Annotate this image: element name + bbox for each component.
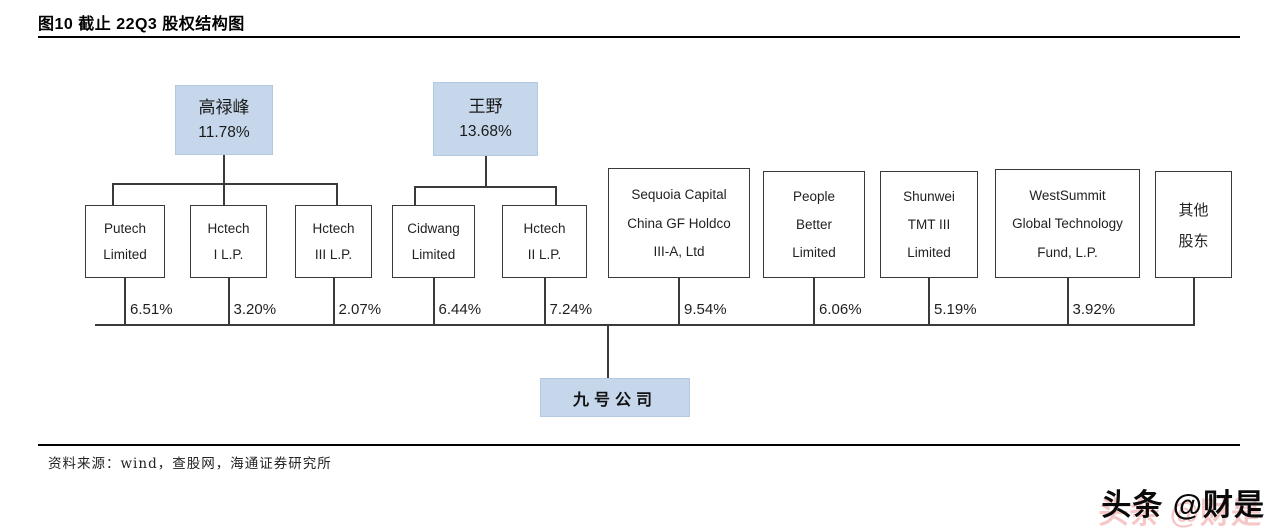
shareholder-name-line: Putech [103,221,147,236]
source-note: 资料来源：wind，查股网，海通证券研究所 [48,456,332,472]
shareholder-box: 其他 股东 [1155,171,1232,278]
shareholder-name-line: Limited [103,247,147,262]
shareholder-name-line: 股东 [1178,231,1209,250]
shareholder-name-line: 其他 [1178,200,1209,219]
connector-line [1192,278,1195,326]
figure-title: 图10 截止 22Q3 股权结构图 [38,16,245,33]
stake-label: 3.20% [233,301,277,318]
connector-line [414,186,416,205]
shareholder-box: People Better Limited [763,171,865,278]
connector-line [555,186,557,205]
connector-line [607,324,609,378]
founder-name: 王野 [468,97,503,118]
shareholder-box: WestSummit Global Technology Fund, L.P. [995,169,1140,278]
stake-label: 6.06% [819,301,862,318]
shareholder-box: Putech Limited [85,205,165,278]
stake-label: 2.07% [338,301,382,318]
shareholder-name-line: Fund, L.P. [1037,244,1098,260]
connector-line [227,278,230,326]
shareholder-name-line: Sequoia Capital [631,186,727,202]
watermark: 头条 @财是 [1101,489,1265,522]
shareholder-name-line: Limited [792,245,836,260]
shareholder-box: Hctech I L.P. [190,205,267,278]
shareholder-name-line: III-A, Ltd [653,244,705,260]
shareholder-name-line: Cidwang [407,221,460,236]
founder-stake: 11.78% [198,123,250,141]
shareholder-name-line: I L.P. [213,247,244,262]
shareholder-name-line: Shunwei [903,189,955,204]
stake-label: 6.44% [438,301,482,318]
connector-line [432,278,435,326]
stake-label: 3.92% [1072,301,1116,318]
connector-line [485,156,487,188]
founder-stake: 13.68% [459,122,512,140]
founder-name: 高禄峰 [198,98,250,119]
shareholder-name-line: III L.P. [314,247,353,262]
shareholder-name-line: People [792,189,836,204]
connector-line [332,278,335,326]
founder-box-gaolufeng: 高禄峰 11.78% [175,85,273,155]
shareholder-name-line: Limited [411,247,456,262]
connector-line [414,186,557,188]
shareholder-name-line: Better [795,217,833,232]
shareholder-box: Cidwang Limited [392,205,475,278]
connector-line [678,278,680,326]
shareholder-name-line: Limited [907,245,951,260]
connector-line [112,183,114,205]
bus-line [95,324,1195,326]
connector-line [928,278,930,326]
shareholder-box: Hctech II L.P. [502,205,587,278]
connector-line [813,278,815,326]
shareholder-name-line: II L.P. [527,247,562,262]
shareholder-box: Shunwei TMT III Limited [880,171,978,278]
shareholder-name-line: TMT III [907,217,951,232]
stake-label: 6.51% [130,301,173,318]
company-box: 九号公司 [540,378,690,417]
shareholder-box: Hctech III L.P. [295,205,372,278]
shareholder-name-line: Hctech [312,221,355,236]
title-underline [38,36,1240,38]
stake-label: 9.54% [684,301,727,318]
connector-line [124,278,126,326]
stake-label: 5.19% [934,301,977,318]
shareholder-name-line: Global Technology [1012,216,1123,231]
shareholder-box: Sequoia Capital China GF Holdco III-A, Ltd [608,168,750,278]
footer-rule [38,444,1240,446]
shareholder-name-line: Hctech [523,221,566,236]
connector-line [223,155,225,205]
shareholder-name-line: WestSummit [1029,187,1106,203]
connector-line [1066,278,1069,326]
shareholder-name-line: China GF Holdco [627,215,731,231]
connector-line [112,183,338,185]
shareholder-name-line: Hctech [207,221,250,236]
connector-line [543,278,546,326]
stake-label: 7.24% [549,301,593,318]
connector-line [336,183,338,205]
founder-box-wangye: 王野 13.68% [433,82,538,156]
